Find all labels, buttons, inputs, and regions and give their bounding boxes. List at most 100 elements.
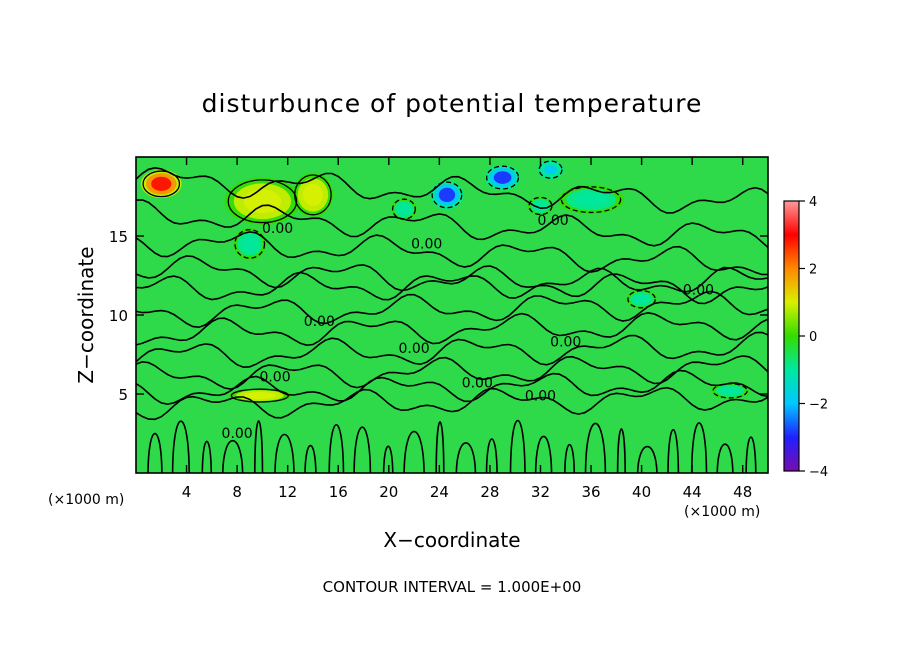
anomaly-contour bbox=[142, 170, 181, 198]
x-right-unit-label: (×1000 m) bbox=[684, 504, 760, 520]
contour-label: 0.00 bbox=[398, 341, 429, 357]
y-axis-label: Z−coordinate bbox=[74, 246, 98, 383]
contour-line bbox=[616, 428, 626, 473]
colorbar-gradient bbox=[783, 200, 800, 472]
contour-line bbox=[534, 435, 553, 473]
contour-line bbox=[254, 420, 264, 473]
contour-label: 0.00 bbox=[538, 213, 569, 229]
x-tick-label: 36 bbox=[581, 483, 600, 501]
field-anomaly bbox=[243, 189, 282, 214]
contour-label: 0.00 bbox=[411, 237, 442, 253]
field-anomaly bbox=[574, 192, 608, 207]
contour-line bbox=[147, 432, 163, 473]
contour-line bbox=[382, 445, 394, 473]
field-anomaly bbox=[720, 386, 740, 395]
contour-line bbox=[201, 440, 213, 473]
contour-line bbox=[136, 331, 768, 369]
contour-line bbox=[690, 422, 708, 473]
contour-line bbox=[584, 422, 607, 473]
contour-line bbox=[171, 420, 190, 473]
contour-line bbox=[403, 430, 425, 473]
contour-line bbox=[222, 440, 244, 473]
contour-label: 0.00 bbox=[262, 221, 293, 237]
contour-line bbox=[136, 266, 768, 301]
anomaly-contour bbox=[230, 388, 289, 403]
x-axis-ticks: 4 8 12 16 20 24 28 32 36 40 44 48 bbox=[182, 157, 752, 501]
contour-label: 0.00 bbox=[550, 335, 581, 351]
y-tick-label: 10 bbox=[109, 307, 128, 325]
anomaly-contour bbox=[294, 174, 332, 216]
contour-line bbox=[455, 442, 477, 473]
field-anomaly bbox=[438, 187, 456, 203]
x-tick-label: 4 bbox=[182, 483, 192, 501]
contour-line bbox=[274, 433, 295, 473]
contour-line bbox=[136, 255, 768, 305]
x-tick-label: 20 bbox=[379, 483, 398, 501]
contour-line bbox=[564, 443, 576, 473]
contour-line bbox=[636, 445, 658, 473]
x-left-unit-label: (×1000 m) bbox=[48, 492, 124, 508]
field-anomaly bbox=[244, 392, 276, 400]
contour-line bbox=[136, 311, 768, 347]
colorbar-tick-label: 2 bbox=[809, 263, 817, 278]
field-anomaly bbox=[397, 203, 411, 215]
anomaly-contour bbox=[485, 165, 520, 190]
anomaly-contour bbox=[234, 229, 266, 259]
anomaly-contour bbox=[560, 186, 622, 214]
x-tick-label: 40 bbox=[632, 483, 651, 501]
x-tick-label: 12 bbox=[278, 483, 297, 501]
colorbar-tick-label: 4 bbox=[809, 195, 817, 210]
contour-line bbox=[304, 444, 317, 473]
contour-line bbox=[667, 428, 680, 473]
field-anomaly bbox=[634, 294, 650, 304]
y-tick-label: 5 bbox=[118, 386, 128, 404]
x-tick-label: 44 bbox=[683, 483, 702, 501]
anomaly-contour bbox=[431, 181, 463, 209]
x-tick-label: 28 bbox=[480, 483, 499, 501]
colorbar-tick-label: 0 bbox=[809, 330, 817, 345]
contour-line bbox=[136, 386, 768, 421]
contour-line bbox=[435, 421, 445, 473]
contour-line bbox=[136, 369, 768, 406]
x-tick-label: 32 bbox=[531, 483, 550, 501]
field-anomaly bbox=[544, 164, 557, 175]
contour-line bbox=[136, 231, 768, 276]
x-tick-label: 24 bbox=[430, 483, 449, 501]
contour-label: 0.00 bbox=[259, 369, 290, 385]
field-anomaly bbox=[493, 171, 512, 184]
contour-label: 0.00 bbox=[525, 388, 556, 404]
y-axis-ticks: 5 10 15 bbox=[109, 228, 768, 404]
contour-line bbox=[745, 436, 757, 473]
colorbar: −4 −2 0 2 4 bbox=[783, 195, 828, 480]
contour-line bbox=[485, 438, 498, 473]
contour-labels: 0.00 0.00 0.00 0.00 0.00 0.00 0.00 0.00 0.00 0.00… bbox=[222, 213, 715, 442]
contour-label: 0.00 bbox=[683, 282, 714, 298]
anomaly-contour bbox=[627, 290, 656, 309]
x-axis-label: X−coordinate bbox=[383, 528, 520, 552]
contour-label: 0.00 bbox=[304, 314, 335, 330]
field-anomaly bbox=[302, 183, 324, 206]
contour-line bbox=[353, 426, 372, 473]
contour-line bbox=[509, 420, 526, 473]
field-anomaly bbox=[241, 236, 258, 252]
field-anomaly bbox=[151, 176, 172, 191]
contour-line bbox=[136, 166, 768, 214]
contour-line bbox=[136, 199, 768, 248]
x-tick-label: 48 bbox=[733, 483, 752, 501]
chart-title: disturbunce of potential temperature bbox=[202, 89, 703, 118]
contour-label: 0.00 bbox=[462, 376, 493, 392]
contour-line bbox=[328, 424, 345, 473]
x-tick-label: 8 bbox=[232, 483, 242, 501]
anomaly-contour bbox=[538, 160, 563, 179]
contour-label: 0.00 bbox=[222, 426, 253, 442]
contour-line bbox=[136, 290, 768, 329]
y-tick-label: 15 bbox=[109, 228, 128, 246]
anomaly-contour bbox=[227, 179, 298, 224]
plot-area: 0.00 0.00 0.00 0.00 0.00 0.00 0.00 0.00 0.00 0.00… bbox=[136, 157, 768, 473]
x-tick-label: 16 bbox=[329, 483, 348, 501]
contour-lines bbox=[136, 160, 768, 473]
colorbar-tick-label: −2 bbox=[809, 398, 828, 413]
contour-interval-note: CONTOUR INTERVAL = 1.000E+00 bbox=[323, 578, 582, 596]
colorbar-ticks: −4 −2 0 2 4 bbox=[799, 195, 828, 480]
